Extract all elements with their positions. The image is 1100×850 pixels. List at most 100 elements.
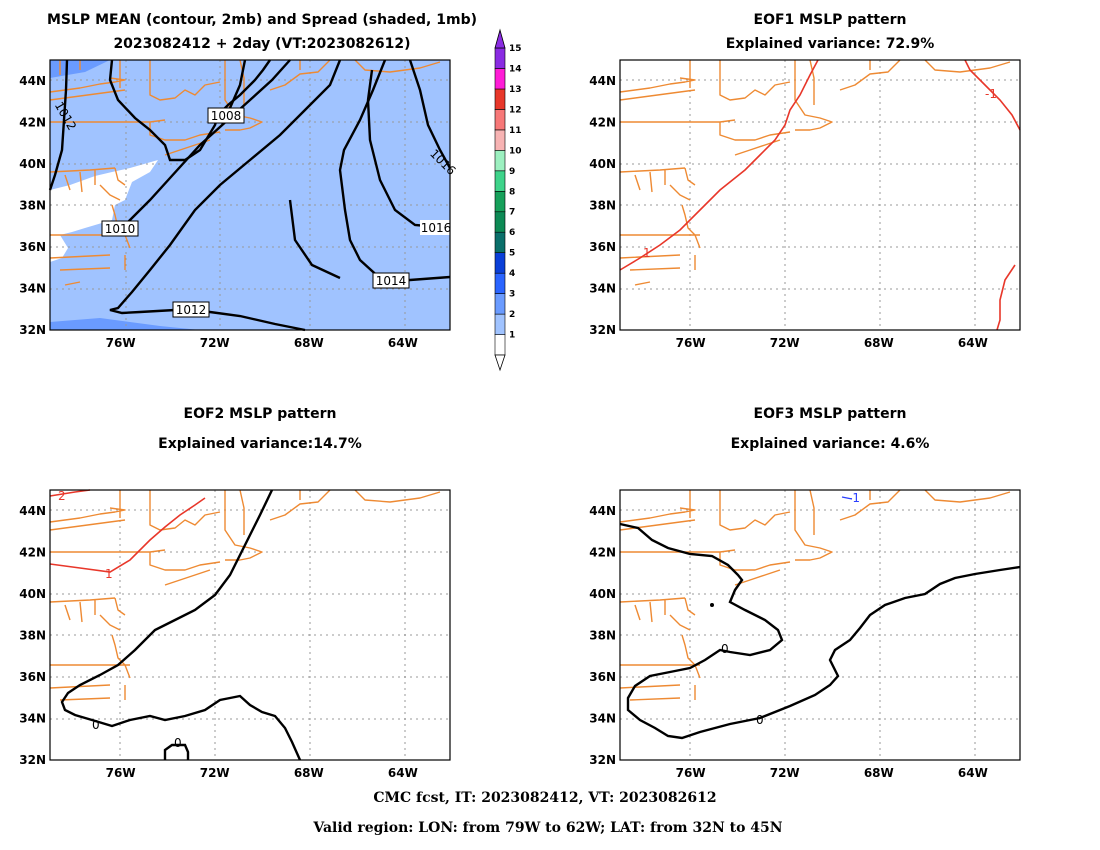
y-tick-label: 44N xyxy=(589,74,616,88)
colorbar-swatch xyxy=(494,109,506,131)
panel-eof3-title: EOF3 MSLP pattern xyxy=(754,406,907,422)
colorbar-label: 1 xyxy=(509,331,515,341)
panel-eof3-subtitle: Explained variance: 4.6% xyxy=(731,436,930,452)
panel-mean-title: MSLP MEAN (contour, 2mb) and Spread (sha… xyxy=(47,12,477,28)
contour-label: 0 xyxy=(721,642,729,656)
panel-mean: 1008 1010 1012 1012 1014 1016 1016 xyxy=(48,59,459,332)
colorbar-label: 10 xyxy=(509,146,522,156)
x-tick-label: 76W xyxy=(106,766,136,780)
panel-eof2-title: EOF2 MSLP pattern xyxy=(184,406,337,422)
x-tick-label: 64W xyxy=(958,766,988,780)
y-tick-label: 34N xyxy=(589,712,616,726)
colorbar-label: 2 xyxy=(509,310,515,320)
panel-eof1: 1 -1 xyxy=(619,59,1021,331)
colorbar-bottom-arrow xyxy=(494,354,506,372)
contour-label: 1008 xyxy=(211,109,242,123)
x-tick-label: 72W xyxy=(200,766,230,780)
mean-contours xyxy=(48,59,452,332)
eof1-contour-labels: 1 -1 xyxy=(643,87,997,260)
colorbar-swatch xyxy=(494,313,506,335)
coastline-eof1 xyxy=(619,59,1011,286)
y-tick-label: 42N xyxy=(19,545,46,559)
x-tick-label: 64W xyxy=(958,336,988,350)
x-tick-label: 64W xyxy=(388,766,418,780)
y-tick-label: 44N xyxy=(19,504,46,518)
y-tick-label: 34N xyxy=(589,282,616,296)
spread-shading-south xyxy=(50,318,200,330)
x-tick-label: 68W xyxy=(294,336,324,350)
colorbar-label: 3 xyxy=(509,290,515,300)
x-tick-label: 72W xyxy=(770,766,800,780)
y-tick-label: 36N xyxy=(19,240,46,254)
y-tick-label: 42N xyxy=(19,115,46,129)
colorbar-label: 9 xyxy=(509,167,515,177)
y-tick-label: 34N xyxy=(19,282,46,296)
x-tick-label: 68W xyxy=(864,766,894,780)
y-tick-label: 32N xyxy=(589,753,616,767)
contour-label: 1 xyxy=(105,567,113,581)
colorbar-label: 12 xyxy=(509,105,522,115)
y-tick-label: 36N xyxy=(589,240,616,254)
panel-eof1-frame xyxy=(619,59,1021,331)
y-tick-label: 40N xyxy=(589,587,616,601)
colorbar-swatch xyxy=(494,211,506,233)
y-tick-label: 44N xyxy=(19,74,46,88)
y-tick-label: 34N xyxy=(19,712,46,726)
y-tick-label: 40N xyxy=(19,157,46,171)
panel-eof2: 2 1 0 0 xyxy=(49,489,451,761)
eof2-contours-positive xyxy=(49,489,206,573)
x-tick-label: 76W xyxy=(676,336,706,350)
colorbar-label: 6 xyxy=(509,228,515,238)
x-tick-label: 64W xyxy=(388,336,418,350)
contour-label: 1016 xyxy=(421,221,452,235)
y-tick-label: 42N xyxy=(589,545,616,559)
contour-label: 1010 xyxy=(105,222,136,236)
colorbar-swatch xyxy=(494,68,506,90)
colorbar-swatch xyxy=(494,170,506,192)
eof1-contours xyxy=(619,59,1021,331)
panel-eof2-subtitle: Explained variance:14.7% xyxy=(158,436,362,452)
colorbar-swatch xyxy=(494,88,506,110)
y-tick-label: 36N xyxy=(19,670,46,684)
y-tick-label: 40N xyxy=(589,157,616,171)
footer-valid-region: Valid region: LON: from 79W to 62W; LAT:… xyxy=(312,820,782,836)
eof3-contour-labels: -1 0 0 xyxy=(721,491,860,727)
panel-eof1-title: EOF1 MSLP pattern xyxy=(754,12,907,28)
coastline-eof3 xyxy=(619,489,1011,701)
colorbar-swatch xyxy=(494,231,506,253)
colorbar-label: 11 xyxy=(509,126,522,136)
colorbar-label: 7 xyxy=(509,208,515,218)
eof2-contours-zero xyxy=(60,489,302,761)
panel-eof3-frame xyxy=(619,489,1021,761)
y-tick-label: 38N xyxy=(19,628,46,642)
y-tick-label: 32N xyxy=(19,753,46,767)
contour-label: 1 xyxy=(643,246,651,260)
contour-label: 0 xyxy=(174,736,182,750)
x-tick-label: 68W xyxy=(864,336,894,350)
colorbar-label: 15 xyxy=(509,44,522,54)
eof2-contour-labels: 2 1 0 0 xyxy=(58,489,182,750)
y-tick-label: 32N xyxy=(19,323,46,337)
colorbar-label: 8 xyxy=(509,187,515,197)
colorbar-swatch xyxy=(494,129,506,151)
contour-label: 2 xyxy=(58,489,66,503)
contour-label: 1014 xyxy=(376,274,407,288)
colorbar-swatch xyxy=(494,47,506,69)
colorbar-swatch xyxy=(494,334,506,356)
y-tick-label: 38N xyxy=(589,628,616,642)
colorbar-label: 4 xyxy=(509,269,515,279)
colorbar-swatch xyxy=(494,191,506,213)
contour-label: 0 xyxy=(92,718,100,732)
y-tick-label: 32N xyxy=(589,323,616,337)
y-tick-label: 38N xyxy=(19,198,46,212)
grid-mean xyxy=(50,60,450,330)
panel-eof2-frame xyxy=(49,489,451,761)
footer-run-info: CMC fcst, IT: 2023082412, VT: 2023082612 xyxy=(373,790,716,806)
colorbar-swatch xyxy=(494,252,506,274)
colorbar-top-arrow xyxy=(494,28,506,49)
contour-label: -1 xyxy=(985,87,997,101)
contour-label: 0 xyxy=(756,713,764,727)
y-tick-label: 42N xyxy=(589,115,616,129)
y-tick-label: 36N xyxy=(589,670,616,684)
